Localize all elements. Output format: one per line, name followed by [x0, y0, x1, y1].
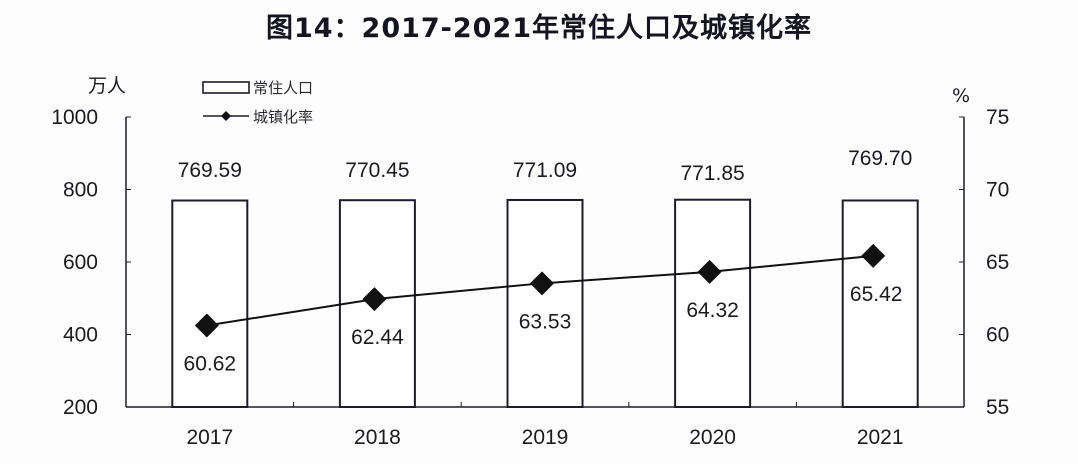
- bar-value-label: 770.45: [345, 159, 409, 182]
- legend-diamond-icon: [221, 111, 231, 121]
- right-tick-label: 55: [986, 396, 1009, 419]
- right-tick-label: 75: [986, 106, 1009, 129]
- right-tick-label: 70: [986, 179, 1009, 202]
- bar-population: [841, 199, 919, 408]
- left-tick-label: 600: [63, 251, 98, 274]
- diamond-marker-icon: [861, 243, 886, 268]
- legend-label-population: 常住人口: [253, 79, 313, 97]
- legend-label-urbanization: 城镇化率: [253, 108, 313, 126]
- x-category-label: 2019: [522, 426, 569, 449]
- bar-population: [171, 199, 249, 408]
- line-value-label: 62.44: [351, 326, 404, 349]
- diamond-marker-icon: [194, 313, 219, 338]
- x-category-label: 2020: [689, 426, 736, 449]
- diamond-marker-icon: [697, 259, 722, 284]
- line-value-label: 63.53: [519, 310, 572, 333]
- left-tick-label: 400: [63, 324, 98, 347]
- bar-value-label: 769.70: [848, 147, 912, 170]
- right-axis-unit: %: [952, 85, 970, 107]
- right-tick-label: 65: [986, 251, 1009, 274]
- x-category-label: 2018: [354, 426, 401, 449]
- line-value-label: 60.62: [184, 353, 237, 376]
- bar-population: [506, 198, 584, 408]
- bar-value-label: 771.09: [513, 159, 577, 182]
- bar-value-label: 769.59: [178, 159, 242, 182]
- left-tick-label: 200: [63, 396, 98, 419]
- x-category-label: 2017: [186, 426, 233, 449]
- legend-bar-swatch: [202, 81, 250, 94]
- line-value-label: 65.42: [850, 283, 903, 306]
- left-axis-unit: 万人: [88, 75, 126, 97]
- left-tick-label: 1000: [51, 106, 98, 129]
- bar-population: [674, 198, 752, 408]
- diamond-marker-icon: [362, 287, 387, 312]
- bar-value-label: 771.85: [680, 162, 744, 185]
- right-tick-label: 60: [986, 324, 1009, 347]
- x-category-label: 2021: [857, 426, 904, 449]
- chart-title: 图14：2017-2021年常住人口及城镇化率: [265, 13, 813, 44]
- left-tick-label: 800: [63, 179, 98, 202]
- diamond-marker-icon: [530, 271, 554, 296]
- line-value-label: 64.32: [686, 299, 739, 322]
